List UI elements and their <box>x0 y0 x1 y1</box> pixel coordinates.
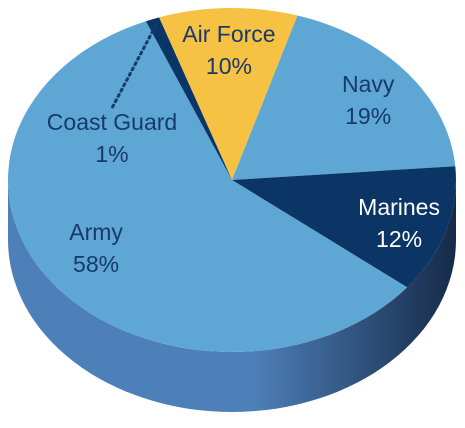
slice-label-navy: Navy 19% <box>342 71 395 129</box>
pie-side-layer <box>8 180 456 412</box>
pie-slice-marines <box>232 166 457 288</box>
slice-name: Army <box>69 219 123 245</box>
slice-percent: 1% <box>95 141 128 167</box>
pie-top-layer <box>7 8 457 352</box>
slice-label-marines: Marines 12% <box>358 194 440 252</box>
slice-name: Marines <box>358 194 440 220</box>
slice-name: Navy <box>342 71 395 97</box>
slice-percent: 19% <box>345 103 391 129</box>
pie-slice-air-force <box>159 8 298 180</box>
pie-slice-army <box>7 21 408 352</box>
slice-label-air-force: Air Force 10% <box>182 21 275 79</box>
slice-percent: 58% <box>73 251 119 277</box>
slice-percent: 12% <box>376 226 422 252</box>
slice-name: Coast Guard <box>47 109 177 135</box>
slice-label-army: Army 58% <box>69 219 123 277</box>
pie-slice-navy <box>232 15 456 181</box>
pie-slice-coast-guard <box>145 17 232 181</box>
pie-side-wall <box>8 180 456 412</box>
slice-percent: 10% <box>206 53 252 79</box>
slice-name: Air Force <box>182 21 275 47</box>
leader-line-coast-guard <box>110 24 158 110</box>
slice-label-coast-guard: Coast Guard 1% <box>47 109 177 167</box>
pie-label-layer: Air Force 10% Navy 19% Marines 12% Army 58% Coas… <box>47 21 440 277</box>
